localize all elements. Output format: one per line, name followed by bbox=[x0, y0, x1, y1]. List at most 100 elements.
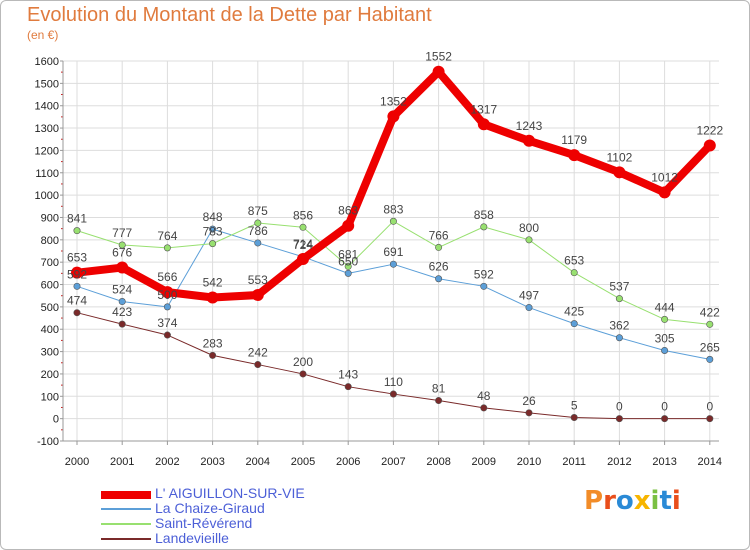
legend-swatch bbox=[101, 523, 151, 525]
data-label: 444 bbox=[655, 300, 675, 314]
data-point bbox=[163, 331, 171, 339]
x-tick-label: 2010 bbox=[517, 456, 541, 468]
data-point bbox=[344, 269, 352, 277]
data-point bbox=[570, 320, 578, 328]
y-tick-label: 600 bbox=[41, 280, 59, 292]
data-point bbox=[435, 397, 443, 405]
data-point bbox=[480, 404, 488, 412]
x-tick-label: 2006 bbox=[336, 456, 360, 468]
data-label: 0 bbox=[706, 400, 713, 414]
data-point bbox=[613, 166, 626, 179]
data-point bbox=[706, 355, 714, 363]
data-point bbox=[661, 346, 669, 354]
data-point bbox=[389, 390, 397, 398]
y-tick-label: 700 bbox=[41, 257, 59, 269]
data-point bbox=[480, 223, 488, 231]
y-tick-label: 1500 bbox=[35, 78, 59, 90]
data-label: 143 bbox=[338, 368, 358, 382]
data-point bbox=[568, 149, 581, 162]
data-point bbox=[525, 236, 533, 244]
data-label: 724 bbox=[293, 238, 313, 252]
data-label: 592 bbox=[474, 267, 494, 281]
x-tick-label: 2005 bbox=[291, 456, 315, 468]
data-label: 883 bbox=[383, 202, 403, 216]
y-tick-label: 1200 bbox=[35, 145, 59, 157]
data-point bbox=[299, 370, 307, 378]
data-point bbox=[73, 309, 81, 317]
x-tick-label: 2004 bbox=[246, 456, 270, 468]
x-tick-label: 2001 bbox=[110, 456, 134, 468]
x-tick-label: 2013 bbox=[652, 456, 676, 468]
data-label: 777 bbox=[112, 226, 132, 240]
data-label: 542 bbox=[203, 275, 223, 289]
data-point bbox=[118, 241, 126, 249]
data-point bbox=[389, 260, 397, 268]
data-label: 875 bbox=[248, 204, 268, 218]
data-point bbox=[435, 275, 443, 283]
y-tick-label: 100 bbox=[41, 391, 59, 403]
data-label: 81 bbox=[432, 382, 446, 396]
x-tick-label: 2012 bbox=[607, 456, 631, 468]
y-tick-label: 1600 bbox=[35, 56, 59, 68]
data-label: 848 bbox=[203, 210, 223, 224]
data-point bbox=[116, 261, 129, 274]
data-point bbox=[661, 415, 669, 423]
legend-label: Landevieille bbox=[155, 530, 229, 546]
data-label: 5 bbox=[571, 399, 578, 413]
data-point bbox=[209, 240, 217, 248]
data-point bbox=[342, 219, 355, 232]
data-label: 714 bbox=[293, 237, 313, 251]
data-point bbox=[73, 282, 81, 290]
y-tick-label: -100 bbox=[37, 436, 59, 448]
data-label: 362 bbox=[609, 319, 629, 333]
logo-letter: P bbox=[584, 486, 604, 516]
data-label: 537 bbox=[609, 280, 629, 294]
data-label: 863 bbox=[338, 204, 358, 218]
data-point bbox=[344, 262, 352, 270]
data-point bbox=[344, 383, 352, 391]
data-label: 1352 bbox=[380, 94, 407, 108]
x-tick-label: 2009 bbox=[472, 456, 496, 468]
data-label: 1552 bbox=[425, 50, 452, 64]
data-label: 1222 bbox=[696, 123, 723, 137]
y-tick-label: 0 bbox=[53, 414, 59, 426]
data-point bbox=[525, 409, 533, 417]
y-tick-label: 400 bbox=[41, 324, 59, 336]
data-label: 681 bbox=[338, 247, 358, 261]
data-label: 653 bbox=[67, 251, 87, 265]
data-point bbox=[432, 65, 445, 78]
logo-letter: t bbox=[659, 486, 672, 516]
data-label: 566 bbox=[157, 270, 177, 284]
logo-letter: r bbox=[603, 486, 616, 516]
data-point bbox=[163, 244, 171, 252]
data-label: 425 bbox=[564, 305, 584, 319]
logo-letter: x bbox=[633, 486, 651, 516]
y-tick-label: 1000 bbox=[35, 190, 59, 202]
data-label: 691 bbox=[383, 245, 403, 259]
x-tick-label: 2011 bbox=[562, 456, 586, 468]
legend-label: La Chaize-Giraud bbox=[155, 500, 265, 516]
proxiti-logo: Proxiti bbox=[584, 486, 681, 516]
data-point bbox=[661, 315, 669, 323]
data-point bbox=[299, 223, 307, 231]
data-label: 783 bbox=[203, 225, 223, 239]
y-tick-label: 1100 bbox=[35, 168, 59, 180]
chart-unit: (en €) bbox=[27, 28, 59, 42]
x-tick-label: 2014 bbox=[698, 456, 722, 468]
data-point bbox=[389, 217, 397, 225]
data-label: 766 bbox=[429, 228, 449, 242]
data-point bbox=[523, 134, 535, 147]
data-label: 305 bbox=[655, 331, 675, 345]
data-label: 841 bbox=[67, 212, 87, 226]
data-point bbox=[73, 227, 81, 235]
data-point bbox=[658, 186, 671, 199]
data-label: 626 bbox=[429, 260, 449, 274]
data-label: 524 bbox=[112, 283, 132, 297]
data-point bbox=[206, 291, 219, 304]
x-tick-label: 2007 bbox=[381, 456, 405, 468]
data-label: 592 bbox=[67, 267, 87, 281]
data-point bbox=[525, 304, 533, 312]
data-label: 500 bbox=[157, 288, 177, 302]
data-point bbox=[570, 414, 578, 422]
legend-swatch bbox=[101, 491, 151, 499]
